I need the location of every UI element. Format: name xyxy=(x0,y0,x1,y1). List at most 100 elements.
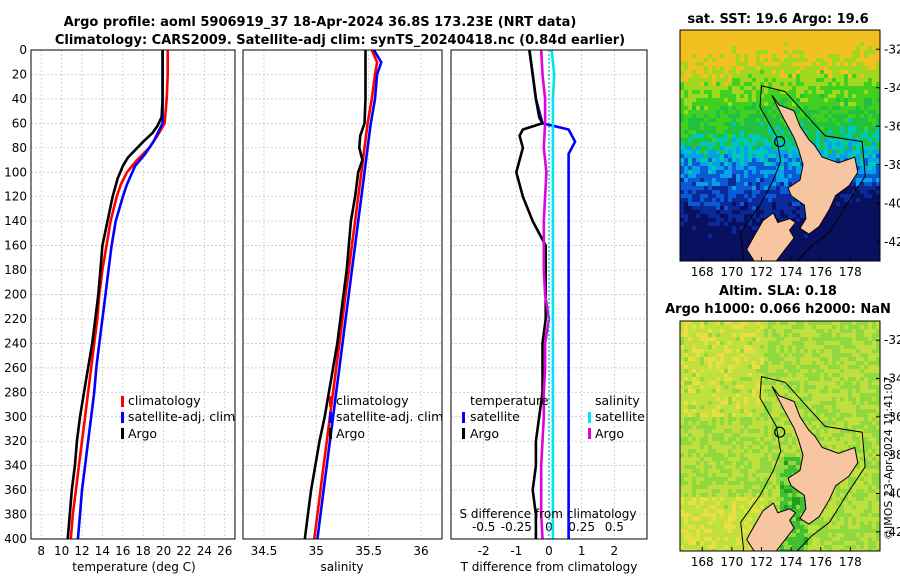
map-cell xyxy=(772,54,777,59)
map-cell xyxy=(700,357,705,362)
map-cell xyxy=(848,405,853,410)
map-cell xyxy=(816,401,821,406)
map-cell xyxy=(756,441,761,446)
map-cell xyxy=(744,389,749,394)
map-cell xyxy=(692,461,697,466)
map-cell xyxy=(728,385,733,390)
map-cell xyxy=(704,361,709,366)
map-cell xyxy=(804,66,809,71)
map-cell xyxy=(832,210,837,215)
map-cell xyxy=(824,138,829,143)
map-cell xyxy=(728,246,733,251)
map-cell xyxy=(732,70,737,75)
map-cell xyxy=(836,353,841,358)
map-cell xyxy=(836,393,841,398)
map-cell xyxy=(684,437,689,442)
map-cell xyxy=(748,42,753,47)
map-cell xyxy=(748,222,753,227)
map-cell xyxy=(876,70,880,75)
map-cell xyxy=(796,401,801,406)
map-cell xyxy=(828,210,833,215)
map-cell xyxy=(752,465,757,470)
map-cell xyxy=(684,178,689,183)
map-cell xyxy=(792,170,797,175)
map-cell xyxy=(844,198,849,203)
map-cell xyxy=(872,182,877,187)
map-cell xyxy=(840,214,845,219)
map-cell xyxy=(724,158,729,163)
map-cell xyxy=(776,333,781,338)
map-cell xyxy=(780,210,785,215)
map-cell xyxy=(776,258,781,261)
map-cell xyxy=(748,321,753,326)
map-cell xyxy=(700,130,705,135)
map-cell xyxy=(780,365,785,370)
map-cell xyxy=(720,377,725,382)
map-cell xyxy=(872,242,877,247)
map-cell xyxy=(852,218,857,223)
map-cell xyxy=(708,421,713,426)
map-cell xyxy=(844,58,849,63)
map-cell xyxy=(764,138,769,143)
map-cell xyxy=(872,401,877,406)
map-cell xyxy=(820,425,825,430)
map-cell xyxy=(780,178,785,183)
map-cell xyxy=(760,373,765,378)
map-cell xyxy=(868,62,873,67)
map-cell xyxy=(712,433,717,438)
map-cell xyxy=(680,46,685,51)
map-cell xyxy=(748,405,753,410)
map-cell xyxy=(844,425,849,430)
map-cell xyxy=(832,218,837,223)
map-cell xyxy=(756,134,761,139)
map-cell xyxy=(712,437,717,442)
map-cell xyxy=(852,210,857,215)
map-cell xyxy=(832,325,837,330)
map-cell xyxy=(872,70,877,75)
map-cell xyxy=(692,361,697,366)
map-cell xyxy=(688,62,693,67)
map-cell xyxy=(724,174,729,179)
map-cell xyxy=(828,70,833,75)
map-cell xyxy=(772,198,777,203)
x-tick-label: 22 xyxy=(176,544,191,558)
map-cell xyxy=(796,465,801,470)
map-cell xyxy=(712,194,717,199)
map-cell xyxy=(820,110,825,115)
map-cell xyxy=(724,218,729,223)
map-cell xyxy=(844,34,849,39)
map-cell xyxy=(700,82,705,87)
x-tick-label: 20 xyxy=(156,544,171,558)
map-cell xyxy=(696,385,701,390)
map-cell xyxy=(792,242,797,247)
map-cell xyxy=(852,333,857,338)
map-cell xyxy=(824,146,829,151)
map-cell xyxy=(824,106,829,111)
map-cell xyxy=(712,110,717,115)
map-cell xyxy=(740,397,745,402)
map-cell xyxy=(764,433,769,438)
map-cell xyxy=(760,361,765,366)
map-cell xyxy=(708,202,713,207)
map-cell xyxy=(680,178,685,183)
map-cell xyxy=(692,134,697,139)
map-cell xyxy=(684,461,689,466)
map-cell xyxy=(712,94,717,99)
map-cell xyxy=(856,126,861,131)
map-cell xyxy=(768,42,773,47)
map-cell xyxy=(700,178,705,183)
map-cell xyxy=(828,361,833,366)
map-cell xyxy=(728,102,733,107)
map-cell xyxy=(744,146,749,151)
map-cell xyxy=(856,86,861,91)
map-cell xyxy=(876,198,880,203)
map-cell xyxy=(688,457,693,462)
map-cell xyxy=(736,337,741,342)
map-cell xyxy=(696,246,701,251)
map-cell xyxy=(840,437,845,442)
map-cell xyxy=(772,74,777,79)
map-cell xyxy=(736,409,741,414)
map-cell xyxy=(836,130,841,135)
map-cell xyxy=(808,238,813,243)
map-cell xyxy=(756,461,761,466)
